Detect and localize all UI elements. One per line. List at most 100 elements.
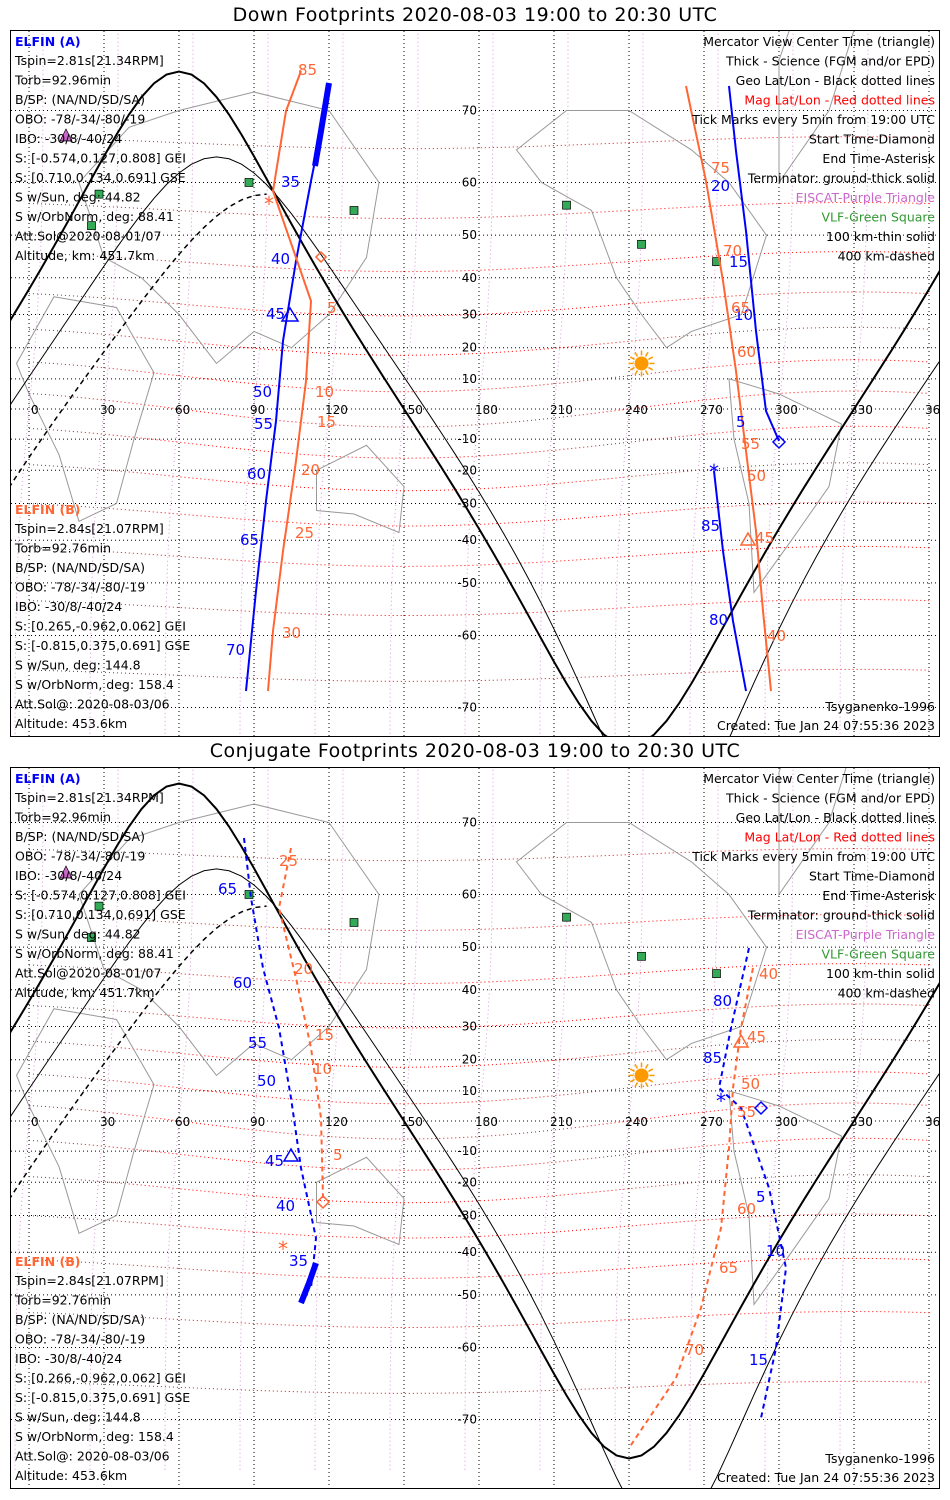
elfin-b-info-line: S: [0.265,-0.962,0.062] GEI — [15, 619, 186, 634]
legend-entry: 100 km-thin solid — [826, 229, 935, 244]
elfin-a-conj-tick-label: 85 — [703, 1049, 722, 1067]
lon-tick-label: 30 — [100, 1115, 115, 1129]
sun-ray — [634, 370, 639, 376]
elfin-a-conj-tick-label: 65 — [218, 880, 237, 898]
elfin-b-info-line: OBO: -78/-34/-80/-19 — [15, 580, 145, 595]
coastline — [728, 378, 843, 594]
elfin-a-conj-tick-label: 40 — [276, 1197, 295, 1215]
mag-lon-line — [839, 31, 869, 736]
lat-tick-label: -60 — [457, 1341, 477, 1355]
elfin-a-conj-center-triangle — [282, 1147, 300, 1162]
conjugate-footprints-panel: 70 60 50 40 30 20 10 -10 -20 -30 -40 -50 -60 -70 0 30 60… — [10, 767, 940, 1489]
elfin-b-info-line: Att.Sol@: 2020-08-03/06 — [15, 1449, 170, 1464]
elfin-b-conj-tick-label: 45 — [747, 1028, 766, 1046]
lon-tick-label: 270 — [700, 1115, 723, 1129]
vlf-station-square — [94, 901, 104, 911]
elfin-a-tick-label: 45 — [266, 305, 285, 323]
mag-lon-line — [239, 768, 269, 1470]
lon-tick-label: 330 — [850, 403, 873, 417]
legend-entry: 400 km-dashed — [838, 249, 935, 264]
elfin-a-end-asterisk: * — [709, 460, 719, 484]
model-name: Tsyganenko-1996 — [824, 699, 935, 714]
elfin-a-info-line: S w/Sun, deg: 44.82 — [15, 190, 141, 205]
lat-tick-label: 50 — [462, 228, 477, 242]
elfin-a-conj-start-diamond — [753, 1100, 769, 1116]
elfin-a-info-line: S w/Sun, deg: 44.82 — [15, 927, 141, 942]
elfin-a-info-line: S w/OrbNorm, deg: 88.41 — [15, 946, 174, 961]
lon-tick-label: 60 — [175, 403, 190, 417]
legend-entry: EISCAT-Purple Triangle — [796, 927, 936, 942]
eiscat-triangle — [59, 128, 73, 142]
sun-ray — [634, 1063, 639, 1069]
vlf-station-square — [562, 200, 571, 210]
coastline — [15, 1008, 155, 1234]
geo-grid — [11, 31, 939, 736]
elfin-a-info-line: OBO: -78/-34/-80/-19 — [15, 849, 145, 864]
mag-lat-line — [28, 136, 930, 150]
elfin-a-info-line: S w/OrbNorm, deg: 88.41 — [15, 209, 174, 224]
lat-tick-label: 10 — [462, 372, 477, 386]
lon-tick-label: 360 — [925, 403, 940, 417]
legend-entry: Geo Lat/Lon - Black dotted lines — [736, 810, 935, 825]
elfin-b-end-asterisk: * — [264, 192, 274, 216]
elfin-a-tick-label: 55 — [254, 415, 273, 433]
sun-disc — [634, 1068, 649, 1083]
coastline — [728, 1090, 843, 1306]
lat-tick-label: -30 — [457, 1208, 477, 1222]
elfin-b-info-line: S w/Sun, deg: 144.8 — [15, 1410, 141, 1425]
elfin-a-tick-label: 5 — [736, 413, 746, 431]
sun-ray — [629, 1078, 635, 1083]
legend-entry: EISCAT-Purple Triangle — [796, 190, 936, 205]
terminator-400km-line — [11, 193, 267, 486]
elfin-b-center-triangle — [739, 531, 757, 546]
elfin-b-conj-end-asterisk: * — [278, 1237, 288, 1261]
sun-ray — [629, 1068, 635, 1073]
elfin-b-conj-tick-label: 5 — [333, 1146, 343, 1164]
elfin-b-info-line: Torb=92.76min — [14, 1293, 111, 1308]
elfin-a-tick-label: 20 — [711, 177, 730, 195]
elfin-b-info-line: Torb=92.76min — [14, 541, 111, 556]
elfin-b-conj-tick-label: 65 — [719, 1259, 738, 1277]
lat-tick-label: 50 — [462, 940, 477, 954]
lon-tick-label: 30 — [100, 403, 115, 417]
elfin-b-tick-label: 55 — [741, 435, 760, 453]
elfin-b-conj-tick-label: 10 — [313, 1060, 332, 1078]
lat-tick-label: 40 — [462, 983, 477, 997]
elfin-b-conj-track-east — [628, 967, 754, 1449]
elfin-a-conj-tick-label: 5 — [756, 1188, 766, 1206]
sun-ray — [629, 366, 635, 371]
lat-tick-label: -60 — [457, 629, 477, 643]
lat-tick-label: 30 — [462, 308, 477, 322]
lon-tick-label: 240 — [625, 1115, 648, 1129]
lon-tick-label: 180 — [475, 1115, 498, 1129]
elfin-b-conj-tick-label: 25 — [279, 852, 298, 870]
mag-lat-line — [28, 1174, 930, 1204]
coastline — [778, 768, 847, 897]
sun-ray — [644, 1063, 649, 1069]
elfin-b-info-line: B/SP: (NA/ND/SD/SA) — [15, 1312, 145, 1327]
elfin-a-info-line: IBO: -30/8/-40/24 — [15, 868, 122, 883]
legend: Mercator View Center Time (triangle) Thic… — [691, 771, 936, 1001]
mag-lon-line — [764, 768, 794, 1470]
elfin-a-conj-tick-label: 50 — [257, 1072, 276, 1090]
elfin-b-info-line: Altitude: 453.6km — [15, 716, 127, 731]
lat-tick-label: -20 — [457, 1175, 477, 1189]
vlf-station-square — [94, 189, 104, 199]
mag-lon-line — [164, 31, 194, 736]
lon-tick-label: 270 — [700, 403, 723, 417]
mag-lat-line — [28, 1311, 930, 1329]
elfin-a-info-line: S: [-0.574,0.127,0.808] GEI — [15, 888, 186, 903]
down-title: Down Footprints 2020-08-03 19:00 to 20:3… — [232, 4, 718, 26]
legend-entry: VLF-Green Square — [821, 210, 935, 225]
lat-tick-label: -50 — [457, 576, 477, 590]
elfin-a-tick-label: 60 — [247, 465, 266, 483]
coastline — [78, 91, 380, 365]
elfin-b-tick-label: 30 — [282, 624, 301, 642]
lat-tick-label: -40 — [457, 1245, 477, 1259]
mag-lon-line — [689, 768, 719, 1470]
elfin-a-tick-label: 65 — [240, 531, 259, 549]
elfin-a-tick-label: 70 — [226, 641, 245, 659]
elfin-b-tick-label: 40 — [767, 627, 786, 645]
down-footprints-panel: 70 60 50 40 30 20 10 -10 -20 -30 -40 -50 -60 -70 0 30 60… — [10, 30, 940, 737]
elfin-b-info-line: IBO: -30/8/-40/24 — [15, 1351, 122, 1366]
